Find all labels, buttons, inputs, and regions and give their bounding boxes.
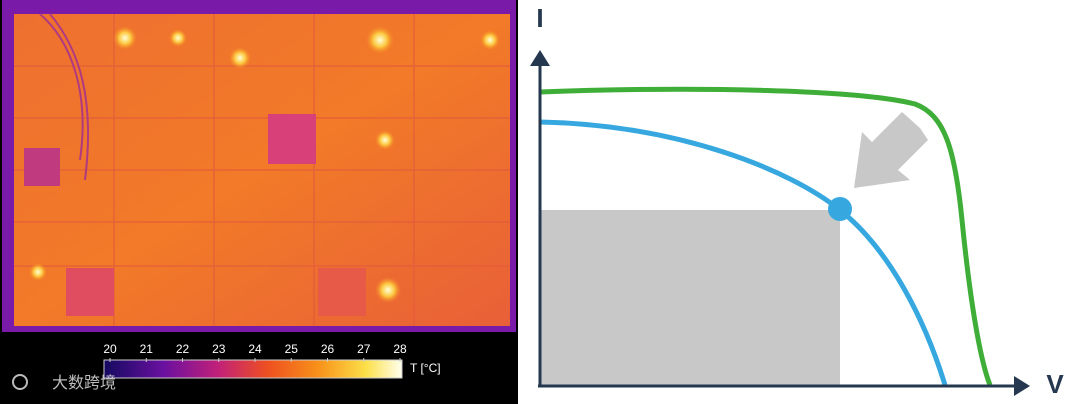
- colorbar-tick-label: 21: [140, 342, 154, 356]
- power-rectangle: [540, 210, 840, 385]
- colorbar-tick-label: 24: [248, 342, 262, 356]
- colorbar: [103, 359, 403, 379]
- thermal-panel: 20 21 22 23 24 25 26 27 28 T [°C] 大数跨境: [0, 0, 518, 404]
- colorbar-ticks: 20 21 22 23 24 25 26 27 28: [103, 342, 407, 362]
- hot-spot: [366, 26, 394, 54]
- colorbar-tick-label: 25: [285, 342, 299, 356]
- colorbar-unit: T [°C]: [410, 361, 441, 375]
- shift-arrow: [854, 112, 928, 188]
- y-axis-label: I: [536, 3, 543, 33]
- iv-diagram: I V: [530, 3, 1064, 399]
- cold-cell: [318, 268, 366, 316]
- colorbar-tick-label: 22: [176, 342, 190, 356]
- colorbar-tick-label: 26: [321, 342, 335, 356]
- hot-spot: [375, 130, 395, 150]
- hot-spot: [229, 47, 251, 69]
- hot-spot: [113, 26, 137, 50]
- cable: [39, 13, 90, 181]
- cold-cell: [268, 114, 316, 164]
- cell-grid: [14, 14, 510, 326]
- y-axis-arrow: [530, 50, 550, 66]
- watermark-logo: [12, 374, 28, 390]
- colorbar-tick-label: 20: [103, 342, 117, 356]
- watermark-text: 大数跨境: [52, 373, 116, 392]
- hot-spot: [375, 277, 401, 303]
- colorbar-tick-label: 27: [357, 342, 371, 356]
- watermark: 大数跨境: [52, 373, 116, 392]
- hot-spot: [169, 29, 187, 47]
- cold-cell: [66, 268, 114, 316]
- junction-box: [24, 148, 60, 186]
- x-axis-arrow: [1014, 376, 1030, 396]
- iv-curve-ideal: [539, 86, 993, 386]
- x-axis-label: V: [1046, 369, 1064, 399]
- colorbar-tick-label: 28: [393, 342, 407, 356]
- hot-spot: [480, 30, 500, 50]
- operating-point: [828, 197, 852, 221]
- colorbar-tick-label: 23: [212, 342, 226, 356]
- hot-spot: [29, 263, 47, 281]
